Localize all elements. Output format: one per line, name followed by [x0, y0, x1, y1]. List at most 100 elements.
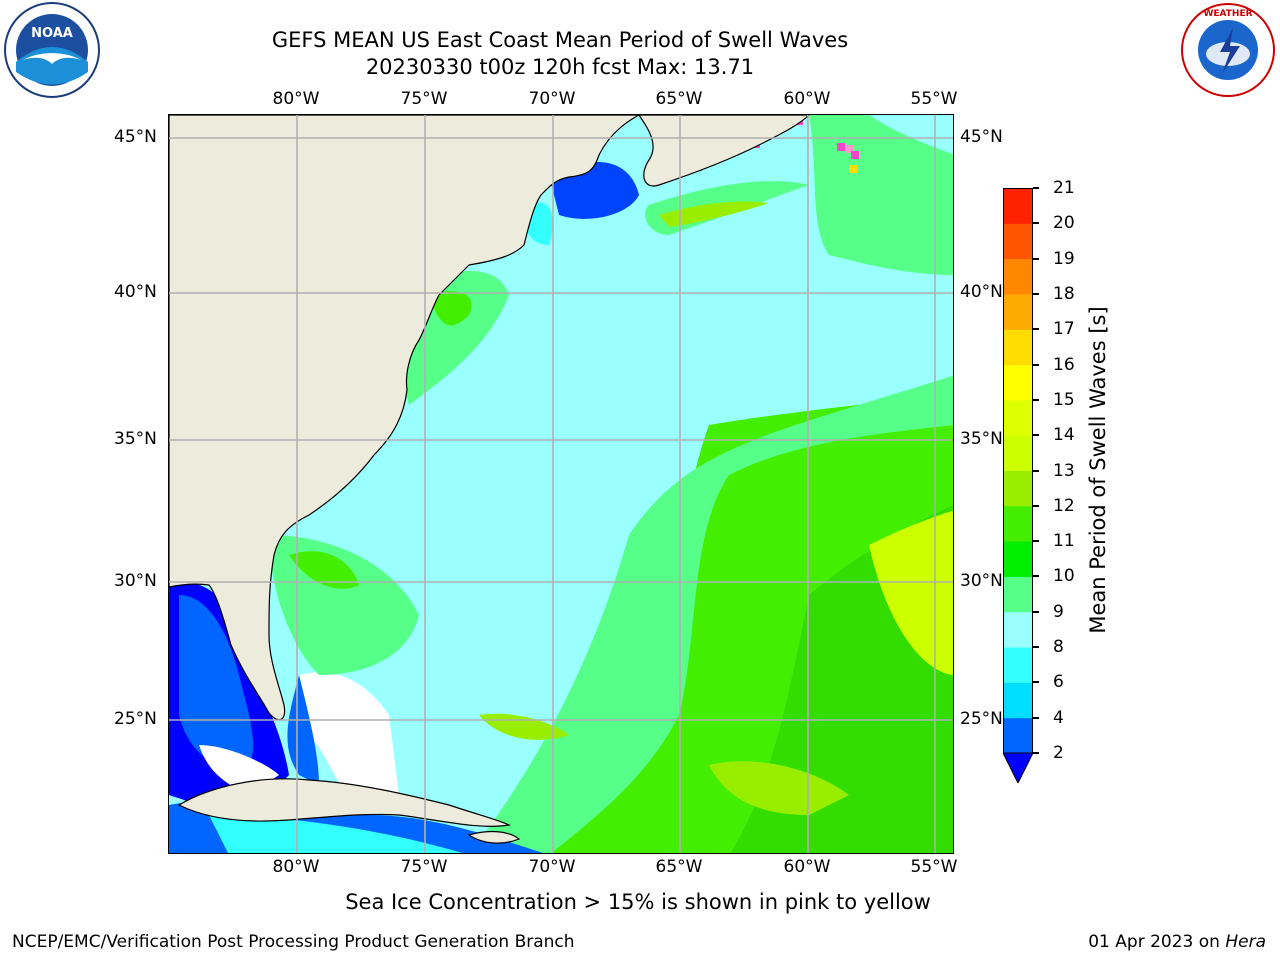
lon-label-bottom: 70°W [528, 857, 576, 877]
colorbar-tick-label: 4 [1053, 707, 1064, 728]
land-nova-scotia [638, 115, 810, 187]
colorbar-under-arrow [1002, 752, 1034, 785]
colorbar-tick-mark [1033, 434, 1039, 437]
lon-label-top: 75°W [400, 89, 448, 109]
colorbar-tick-label: 14 [1053, 425, 1075, 446]
lon-label-top: 70°W [528, 89, 576, 109]
colorbar-tick-label: 18 [1053, 283, 1075, 304]
swell-period-field [169, 115, 953, 853]
colorbar-segment [1003, 682, 1033, 719]
lat-label-right: 35°N [960, 429, 1003, 449]
lon-label-bottom: 80°W [272, 857, 320, 877]
lon-label-top: 60°W [783, 89, 831, 109]
colorbar-tick-label: 21 [1053, 178, 1075, 198]
colorbar-tick-mark [1033, 646, 1039, 649]
colorbar-tick-label: 17 [1053, 319, 1075, 340]
colorbar-tick-label: 9 [1053, 601, 1064, 622]
sea-ice-pixel [851, 151, 859, 159]
lat-label-left: 25°N [114, 709, 157, 729]
colorbar-tick-mark [1033, 575, 1039, 578]
colorbar-segment [1003, 293, 1033, 330]
colorbar-label: Mean Period of Swell Waves [s] [1086, 306, 1110, 634]
colorbar-segment [1003, 717, 1033, 754]
lon-label-bottom: 65°W [655, 857, 703, 877]
colorbar-tick-mark [1033, 469, 1039, 472]
bahamas-no-data [299, 672, 399, 805]
colorbar-tick-label: 15 [1053, 389, 1075, 410]
sea-ice-pixel [845, 145, 853, 153]
colorbar-segment [1003, 364, 1033, 401]
svg-text:WEATHER: WEATHER [1203, 9, 1252, 19]
lon-label-bottom: 55°W [910, 857, 958, 877]
colorbar-tick-label: 19 [1053, 248, 1075, 269]
colorbar-segment [1003, 470, 1033, 507]
colorbar-tick-mark [1033, 716, 1039, 719]
lat-label-left: 40°N [114, 282, 157, 302]
colorbar-tick-mark [1033, 681, 1039, 684]
lon-label-top: 55°W [910, 89, 958, 109]
colorbar-segment [1003, 505, 1033, 542]
colorbar-tick-label: 16 [1053, 354, 1075, 375]
lat-label-right: 25°N [960, 709, 1003, 729]
colorbar-tick-mark [1033, 222, 1039, 225]
colorbar-segment [1003, 329, 1033, 366]
lat-label-left: 45°N [114, 127, 157, 147]
footer-machine: Hera [1225, 932, 1266, 952]
south-atlantic-bight-swell [289, 551, 359, 589]
colorbar-tick-label: 10 [1053, 566, 1075, 587]
colorbar-segment [1003, 188, 1033, 224]
lon-label-top: 80°W [272, 89, 320, 109]
map-subtitle: 20230330 t00z 120h fcst Max: 13.71 [365, 55, 755, 79]
sea-ice-pixel [837, 143, 845, 151]
land-cuba [177, 778, 511, 827]
colorbar-tick-label: 12 [1053, 495, 1075, 516]
noaa-logo: NOAA [2, 2, 102, 98]
lon-label-bottom: 75°W [400, 857, 448, 877]
colorbar-tick-mark [1033, 752, 1039, 754]
colorbar-segment [1003, 541, 1033, 577]
colorbar-segment [1003, 399, 1033, 436]
lat-label-left: 30°N [114, 571, 157, 591]
lat-label-right: 30°N [960, 571, 1003, 591]
graticule [169, 115, 953, 853]
lat-label-right: 40°N [960, 282, 1003, 302]
lat-label-right: 45°N [960, 127, 1003, 147]
colorbar-segment [1003, 576, 1033, 613]
footer-date: 01 Apr 2023 on Hera [1088, 932, 1266, 952]
colorbar-tick-mark [1033, 363, 1039, 366]
lon-label-bottom: 60°W [783, 857, 831, 877]
sea-ice-pixel [849, 165, 857, 173]
footer-credit: NCEP/EMC/Verification Post Processing Pr… [12, 932, 575, 952]
footer-date-text: 01 Apr 2023 on [1088, 932, 1226, 952]
colorbar-tick-mark [1033, 292, 1039, 295]
map-title: GEFS MEAN US East Coast Mean Period of S… [271, 28, 849, 52]
colorbar [1002, 187, 1034, 785]
sea-ice-note: Sea Ice Concentration > 15% is shown in … [345, 890, 931, 914]
swell-zone-8-9 [869, 115, 953, 155]
map-panel [168, 114, 954, 854]
colorbar-segment [1003, 647, 1033, 683]
colorbar-tick-label: 2 [1053, 743, 1064, 763]
colorbar-tick-label: 20 [1053, 213, 1075, 234]
colorbar-tick-label: 11 [1053, 531, 1075, 552]
colorbar-tick-mark [1033, 328, 1039, 331]
land-north-america [169, 115, 640, 721]
swell-zone-12-13 [869, 510, 953, 675]
swell-zone-9-10 [809, 115, 953, 275]
swell-zone-12-13 [659, 201, 769, 227]
svg-text:NOAA: NOAA [31, 26, 73, 41]
colorbar-tick-label: 6 [1053, 672, 1064, 693]
lat-label-left: 35°N [114, 429, 157, 449]
swell-zone-12-13 [709, 761, 849, 815]
nws-logo: WEATHER [1178, 2, 1278, 98]
land-hispaniola [467, 830, 521, 844]
colorbar-tick-mark [1033, 187, 1039, 189]
colorbar-tick-label: 8 [1053, 637, 1064, 658]
colorbar-segment [1003, 258, 1033, 295]
swell-zone-9-10 [470, 375, 953, 853]
colorbar-tick-mark [1033, 504, 1039, 507]
colorbar-tick-mark [1033, 398, 1039, 401]
colorbar-tick-mark [1033, 257, 1039, 260]
colorbar-segment [1003, 223, 1033, 260]
caribbean-low-period [209, 815, 463, 853]
